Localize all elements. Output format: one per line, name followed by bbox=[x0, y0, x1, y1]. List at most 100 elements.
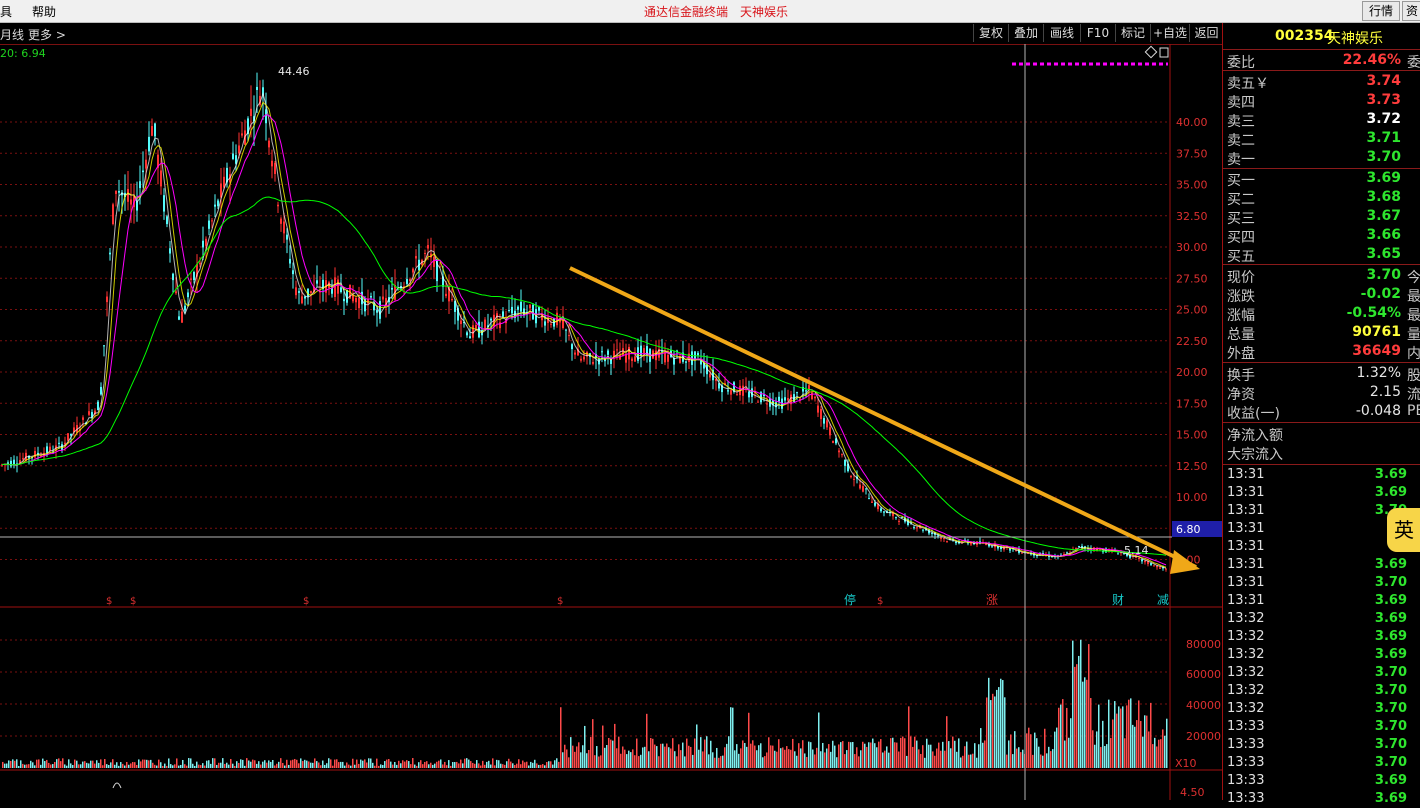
candle-body bbox=[157, 154, 159, 168]
volume-bar bbox=[1100, 746, 1102, 768]
dividend-marker[interactable]: $ bbox=[106, 596, 112, 607]
volume-bar bbox=[710, 740, 712, 768]
candle-body bbox=[382, 296, 384, 300]
tick-price: 3.69 bbox=[1374, 791, 1407, 806]
candle-body bbox=[40, 455, 42, 457]
dividend-marker[interactable]: $ bbox=[557, 596, 563, 607]
candle-body bbox=[700, 360, 702, 365]
volume-bar bbox=[558, 761, 560, 768]
candle-body bbox=[931, 532, 933, 534]
volume-bar bbox=[782, 747, 784, 768]
tick-time: 13:32 bbox=[1227, 683, 1265, 698]
volume-bar bbox=[438, 760, 440, 768]
fundamental-label: 净资 bbox=[1227, 387, 1255, 403]
volume-bar bbox=[478, 763, 480, 768]
volume-bar bbox=[414, 764, 416, 768]
volume-bar bbox=[498, 760, 500, 768]
info-button[interactable]: 资 bbox=[1402, 1, 1420, 21]
menu-help[interactable]: 帮助 bbox=[32, 5, 57, 19]
back-button[interactable]: 返回 bbox=[1189, 24, 1223, 42]
volume-bar bbox=[42, 758, 44, 768]
stat-row: 现价 3.70 今 bbox=[1223, 266, 1420, 286]
volume-bar bbox=[282, 762, 284, 768]
period-selector[interactable]: 月线 bbox=[0, 28, 25, 42]
overlay-button[interactable]: 叠加 bbox=[1008, 24, 1043, 42]
menu-tools[interactable]: 具 bbox=[0, 5, 13, 19]
f10-button[interactable]: F10 bbox=[1080, 24, 1115, 42]
candle-body bbox=[703, 362, 705, 369]
candle-body bbox=[724, 383, 726, 385]
restore-rights-button[interactable]: 复权 bbox=[973, 24, 1008, 42]
volume-bar bbox=[450, 765, 452, 768]
candle-body bbox=[796, 392, 798, 394]
dividend-marker[interactable]: $ bbox=[303, 596, 309, 607]
candle-body bbox=[631, 358, 633, 361]
draw-line-button[interactable]: 画线 bbox=[1043, 24, 1080, 42]
candle-body bbox=[823, 418, 825, 424]
volume-bar bbox=[84, 761, 86, 768]
tick-row: 13:32 3.70 bbox=[1223, 700, 1420, 718]
kline-chart[interactable]: 停 涨 财 减 $ $ $ $ $ 6.80 44.46 5.14 40.00 37.50 35.0… bbox=[0, 44, 1222, 800]
volume-bar bbox=[14, 760, 16, 768]
volume-bar bbox=[1036, 738, 1038, 768]
candle-body bbox=[487, 325, 489, 328]
candle-body bbox=[775, 402, 777, 408]
volume-bar bbox=[296, 759, 298, 768]
volume-bar bbox=[758, 745, 760, 768]
candle-body bbox=[760, 392, 762, 403]
candle-body bbox=[610, 358, 612, 364]
stat-value: -0.54% bbox=[1346, 305, 1401, 321]
volume-bar bbox=[52, 764, 54, 768]
volume-bar bbox=[794, 751, 796, 768]
volume-bar bbox=[1140, 720, 1142, 768]
volume-bar bbox=[210, 763, 212, 768]
event-marker[interactable]: 停 bbox=[844, 592, 856, 607]
volume-bar bbox=[6, 763, 8, 768]
volume-bar bbox=[1006, 754, 1008, 768]
event-marker[interactable]: 财 bbox=[1112, 593, 1124, 607]
tick-time: 13:33 bbox=[1227, 755, 1265, 770]
volume-bar bbox=[1084, 677, 1086, 768]
candle-body bbox=[253, 116, 255, 122]
volume-bar bbox=[1090, 698, 1092, 768]
volume-bar bbox=[474, 763, 476, 768]
candle-body bbox=[232, 153, 234, 160]
more-menu[interactable]: 更多 > bbox=[28, 28, 66, 42]
market-button[interactable]: 行情 bbox=[1362, 1, 1400, 21]
event-marker[interactable]: 涨 bbox=[986, 592, 998, 607]
chart-grid bbox=[0, 44, 1222, 800]
candle-body bbox=[550, 323, 552, 325]
volume-bar bbox=[338, 762, 340, 768]
candle-body bbox=[145, 159, 147, 169]
tick-time: 13:33 bbox=[1227, 773, 1265, 788]
volume-bar bbox=[366, 762, 368, 768]
volume-bar bbox=[1034, 732, 1036, 768]
volume-bar bbox=[732, 707, 734, 768]
mark-button[interactable]: 标记 bbox=[1115, 24, 1150, 42]
volume-bar bbox=[8, 760, 10, 768]
fundamental-ext: 股 bbox=[1407, 368, 1420, 384]
add-watchlist-button[interactable]: +自选 bbox=[1150, 24, 1189, 42]
volume-bar bbox=[66, 765, 68, 768]
volume-bar bbox=[918, 749, 920, 768]
volume-bar bbox=[704, 739, 706, 768]
window-icon[interactable] bbox=[1159, 47, 1169, 58]
stat-value: 36649 bbox=[1352, 343, 1401, 359]
volume-bar bbox=[426, 761, 428, 768]
candle-body bbox=[262, 87, 264, 96]
candle-body bbox=[517, 306, 519, 310]
ask-price: 3.72 bbox=[1366, 111, 1401, 127]
dividend-marker[interactable]: $ bbox=[130, 596, 136, 607]
volume-bar bbox=[38, 759, 40, 768]
bid-level-1: 买一 3.69 bbox=[1223, 169, 1420, 189]
volume-bar bbox=[520, 764, 522, 768]
volume-bar bbox=[196, 761, 198, 768]
dividend-marker[interactable]: $ bbox=[877, 596, 883, 607]
candle-body bbox=[628, 346, 630, 360]
diamond-icon[interactable] bbox=[1144, 45, 1158, 59]
candle-body bbox=[1162, 567, 1164, 569]
ime-badge[interactable]: 英 bbox=[1387, 508, 1420, 552]
volume-bar bbox=[666, 743, 668, 768]
event-marker[interactable]: 减 bbox=[1157, 593, 1169, 607]
bid-label: 买二 bbox=[1227, 192, 1255, 208]
